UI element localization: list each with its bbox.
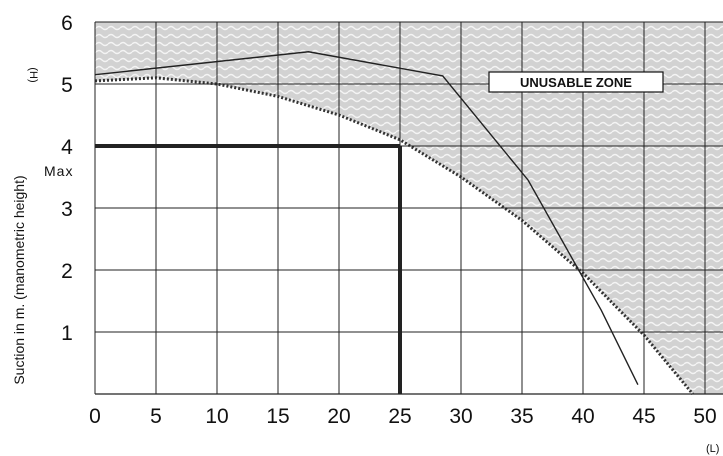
series-line-0 [94, 51, 639, 386]
x-tick-label-30: 30 [449, 405, 472, 428]
y-tick-label-3: 3 [61, 198, 73, 221]
text-layer: Suction in m. (manometric height) (H) (L… [11, 12, 719, 455]
x-tick-label-0: 0 [89, 405, 101, 428]
x-tick-label-15: 15 [266, 405, 289, 428]
x-tick-label-10: 10 [205, 405, 228, 428]
y-tick-label-4: 4 [61, 136, 73, 159]
x-tick-label-5: 5 [150, 405, 162, 428]
max-label: Max [44, 163, 73, 179]
x-tick-label-35: 35 [510, 405, 533, 428]
unusable-zone-fill [95, 22, 723, 394]
y-tick-label-2: 2 [61, 260, 73, 283]
x-tick-label-25: 25 [388, 405, 411, 428]
x-tick-label-45: 45 [632, 405, 655, 428]
zone-label-box: UNUSABLE ZONE [488, 71, 664, 93]
x-tick-label-40: 40 [571, 405, 594, 428]
y-tick-label-6: 6 [61, 12, 73, 35]
y-tick-label-1: 1 [61, 322, 73, 345]
y-axis-label: Suction in m. (manometric height) [11, 175, 27, 384]
y-tick-label-5: 5 [61, 74, 73, 97]
y-unit-marker: (H) [27, 67, 39, 82]
zone-label: UNUSABLE ZONE [520, 75, 632, 90]
unusable-zone-layer [94, 22, 723, 395]
x-tick-label-50: 50 [693, 405, 716, 428]
usable-boundary-edge [94, 76, 694, 395]
x-tick-label-20: 20 [327, 405, 350, 428]
x-axis-label: (L) [706, 443, 719, 455]
marks-layer [94, 51, 639, 394]
